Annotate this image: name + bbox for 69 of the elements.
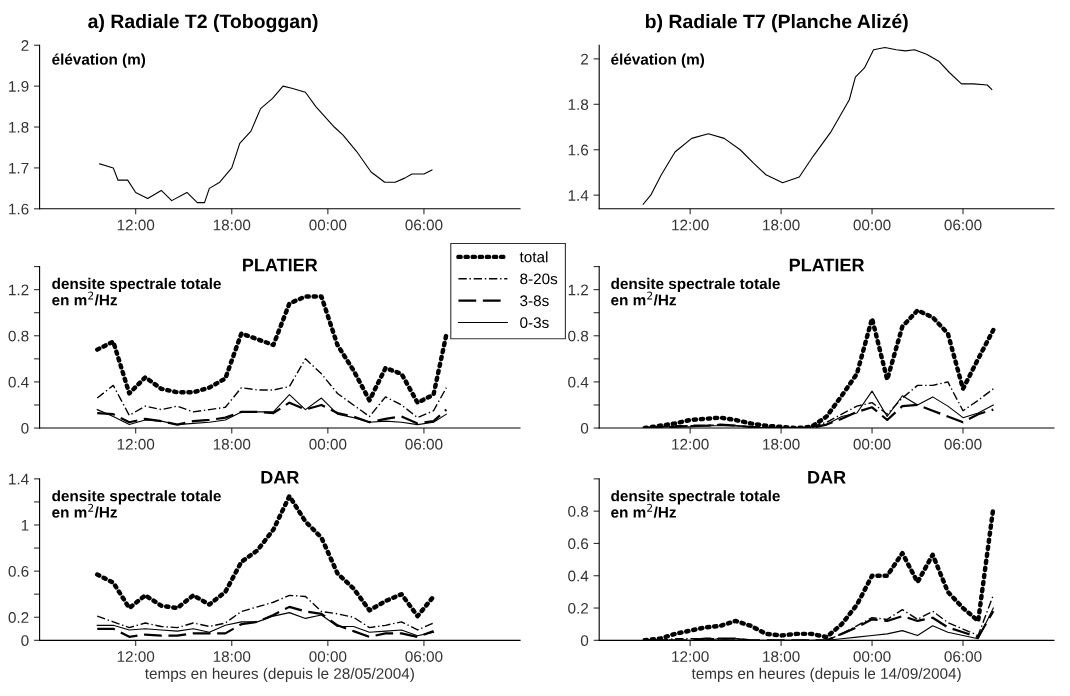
x-tick-label: 00:00 xyxy=(853,651,891,662)
chart-title: a) Radiale T2 (Toboggan) xyxy=(88,13,318,33)
y-tick-label: 1.9 xyxy=(9,81,29,92)
x-tick-label: 12:00 xyxy=(117,219,155,231)
x-tick-label: 12:00 xyxy=(672,438,709,450)
y-tick-label: 0.4 xyxy=(568,376,589,388)
x-tick-label: 18:00 xyxy=(763,438,800,450)
y-tick-label: 2 xyxy=(581,53,589,65)
x-tick-label: 06:00 xyxy=(405,219,443,231)
x-tick-label: 00:00 xyxy=(853,438,891,450)
x-tick-label: 18:00 xyxy=(763,651,800,662)
y-tick-label: 0.4 xyxy=(8,376,29,388)
x-axis-title: temps en heures (depuis le 28/05/2004) xyxy=(145,667,414,682)
y-tick-label: 0.6 xyxy=(568,538,589,550)
x-tick-label: 12:00 xyxy=(672,219,709,231)
x-tick-label: 06:00 xyxy=(405,651,443,662)
y-tick-label: 1.8 xyxy=(568,99,589,110)
x-tick-label: 00:00 xyxy=(309,651,347,662)
legend-label: 8-20s xyxy=(520,273,558,285)
y-tick-label: 1.4 xyxy=(568,190,589,201)
y-tick-label: 0 xyxy=(580,422,589,434)
x-tick-label: 18:00 xyxy=(213,651,251,662)
x-tick-label: 06:00 xyxy=(944,438,982,450)
y-axis-title: élévation (m) xyxy=(611,53,705,68)
y-axis-title: densite spectrale totale en m$^{2}$/Hz xyxy=(611,490,780,518)
x-tick-label: 18:00 xyxy=(763,219,800,231)
x-tick-label: 18:00 xyxy=(213,438,251,450)
x-tick-label: 12:00 xyxy=(117,438,155,450)
y-tick-label: 1.6 xyxy=(568,144,589,156)
y-tick-label: 0 xyxy=(21,635,29,647)
chart-title: DAR xyxy=(261,471,299,484)
y-tick-label: 0.6 xyxy=(8,565,29,577)
x-tick-label: 18:00 xyxy=(213,219,251,231)
y-tick-label: 1.2 xyxy=(9,284,29,296)
x-tick-label: 06:00 xyxy=(944,219,982,231)
y-tick-label: 1.8 xyxy=(9,121,29,133)
chart-title: b) Radiale T7 (Planche Alizé) xyxy=(645,13,908,33)
x-tick-label: 00:00 xyxy=(309,219,347,231)
legend-label: 3-8s xyxy=(520,295,549,307)
x-tick-label: 12:00 xyxy=(672,651,709,662)
y-tick-label: 0 xyxy=(580,635,589,647)
y-tick-label: 0.8 xyxy=(568,330,589,342)
x-tick-label: 00:00 xyxy=(309,438,347,450)
y-tick-label: 0.8 xyxy=(568,506,589,517)
legend-label: total xyxy=(519,251,548,263)
y-axis-title: densite spectrale totale en m$^{2}$/Hz xyxy=(52,277,221,306)
chart-title: PLATIER xyxy=(789,258,865,272)
chart-title: PLATIER xyxy=(243,258,318,272)
y-axis-title: densite spectrale totale en m$^{2}$/Hz xyxy=(52,490,221,518)
y-tick-label: 0 xyxy=(21,422,29,434)
y-tick-label: 1.2 xyxy=(568,284,589,296)
x-tick-label: 06:00 xyxy=(405,438,443,450)
chart-title: DAR xyxy=(808,471,846,484)
y-tick-label: 0.4 xyxy=(568,570,589,582)
x-tick-label: 00:00 xyxy=(853,219,891,231)
y-tick-label: 1.7 xyxy=(9,162,29,174)
x-tick-label: 12:00 xyxy=(117,651,155,662)
y-axis-title: densite spectrale totale en m$^{2}$/Hz xyxy=(611,277,780,306)
y-tick-label: 0.2 xyxy=(568,602,589,614)
y-axis-title: élévation (m) xyxy=(52,53,146,68)
y-tick-label: 1.4 xyxy=(9,473,29,485)
x-axis-title: temps en heures (depuis le 14/09/2004) xyxy=(691,667,961,682)
y-tick-label: 1 xyxy=(21,520,29,531)
x-tick-label: 06:00 xyxy=(944,651,982,662)
y-tick-label: 0.2 xyxy=(8,612,29,623)
legend-label: 0-3s xyxy=(520,317,549,329)
y-tick-label: 0.8 xyxy=(8,330,29,342)
y-tick-label: 2 xyxy=(21,40,29,51)
y-tick-label: 1.6 xyxy=(9,203,29,215)
